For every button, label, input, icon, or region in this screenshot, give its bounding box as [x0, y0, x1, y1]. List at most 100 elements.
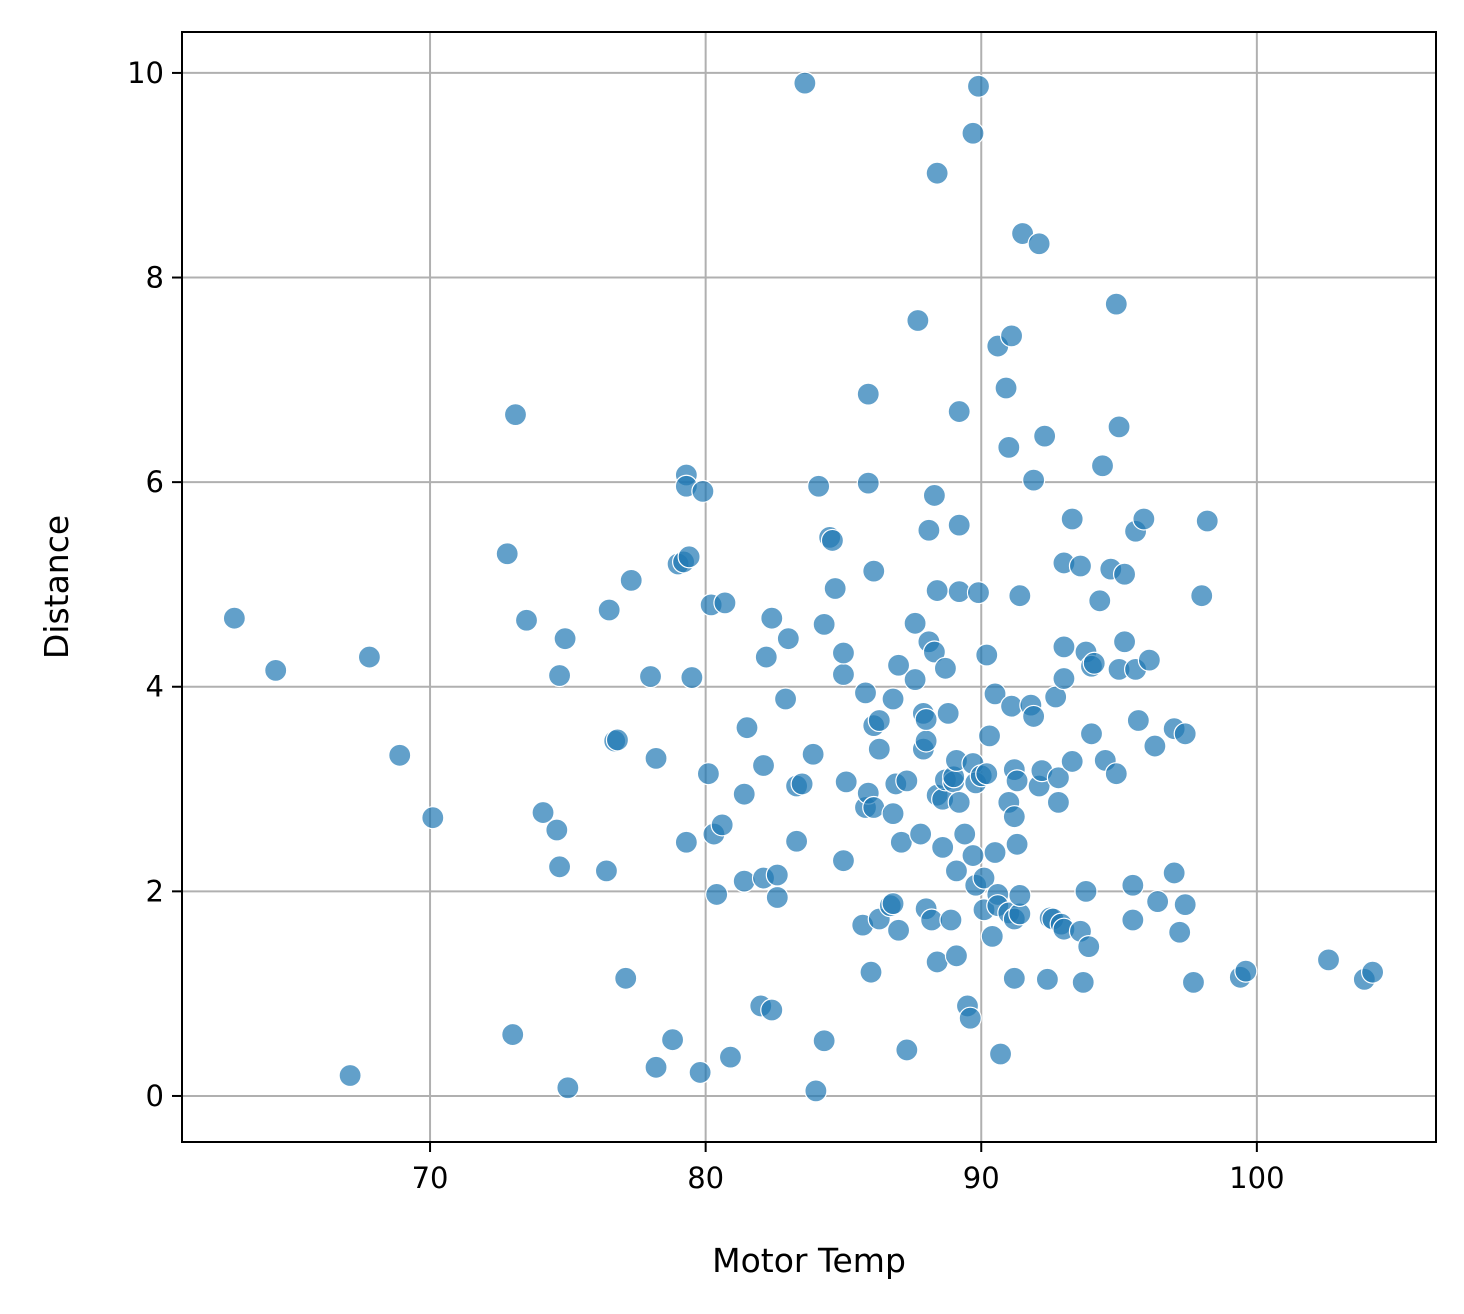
data-point — [867, 708, 891, 733]
data-point — [732, 782, 756, 806]
data-point — [823, 576, 847, 601]
data-point — [1052, 666, 1076, 691]
data-point — [807, 474, 831, 498]
data-point — [977, 724, 1002, 748]
data-point — [545, 818, 569, 842]
data-point — [1173, 893, 1197, 917]
data-point — [1316, 948, 1341, 972]
data-point — [972, 866, 996, 890]
data-point — [889, 830, 913, 854]
data-point — [1010, 221, 1035, 246]
data-point — [1143, 734, 1167, 758]
data-point — [597, 598, 621, 622]
data-point — [1234, 959, 1258, 983]
data-points — [222, 71, 1385, 1103]
data-point — [644, 1055, 668, 1079]
data-point — [867, 737, 891, 761]
data-point — [1088, 589, 1112, 613]
x-tick-label: 100 — [1229, 1161, 1284, 1195]
data-point — [983, 840, 1007, 865]
data-point — [501, 1022, 525, 1047]
data-point — [947, 580, 971, 604]
data-point — [1046, 766, 1071, 790]
data-point — [903, 611, 927, 635]
data-point — [931, 835, 955, 859]
data-point — [1137, 648, 1161, 672]
data-point — [831, 641, 856, 665]
data-point — [1112, 562, 1137, 586]
data-point — [614, 966, 638, 990]
data-point — [812, 1029, 836, 1053]
data-point — [1181, 970, 1206, 995]
data-point — [705, 882, 729, 907]
data-point — [1008, 584, 1032, 608]
data-point — [1071, 970, 1095, 995]
data-point — [1046, 790, 1071, 814]
data-point — [1008, 883, 1032, 908]
x-tick-label: 90 — [963, 1161, 1000, 1195]
data-point — [765, 863, 789, 887]
data-point — [1082, 651, 1106, 675]
data-point — [994, 376, 1018, 400]
data-point — [886, 653, 911, 677]
data-point — [1361, 960, 1385, 984]
data-point — [922, 640, 947, 664]
data-point — [801, 742, 825, 766]
data-point — [831, 849, 856, 873]
data-point — [886, 918, 911, 942]
data-point — [961, 121, 985, 145]
data-point — [760, 998, 784, 1022]
data-point — [1112, 630, 1137, 654]
data-point — [947, 513, 971, 537]
data-point — [1035, 967, 1059, 991]
data-point — [1104, 762, 1128, 786]
data-point — [1090, 454, 1115, 478]
data-point — [1002, 966, 1026, 990]
data-point — [997, 435, 1021, 459]
data-point — [421, 806, 445, 830]
data-point — [1022, 468, 1046, 492]
data-point — [975, 643, 999, 667]
data-point — [881, 892, 905, 916]
data-point — [980, 924, 1004, 948]
data-point — [1168, 920, 1192, 944]
data-point — [903, 667, 927, 692]
data-point — [1104, 292, 1128, 316]
data-point — [691, 479, 715, 503]
data-point — [1074, 879, 1098, 903]
data-point — [547, 855, 572, 879]
data-point — [514, 608, 539, 632]
data-point — [1068, 554, 1093, 578]
data-point — [264, 658, 288, 682]
data-point — [1121, 873, 1145, 897]
data-point — [966, 581, 991, 605]
data-point — [933, 656, 958, 680]
data-point — [644, 746, 668, 770]
data-point — [605, 728, 630, 752]
data-point — [1121, 908, 1145, 932]
data-point — [944, 859, 969, 883]
data-point — [939, 908, 963, 932]
data-point — [556, 1076, 580, 1100]
data-point — [925, 578, 949, 603]
data-point — [1079, 722, 1104, 746]
data-point — [718, 1045, 743, 1069]
data-point — [751, 753, 776, 778]
data-point — [975, 762, 999, 786]
data-point — [944, 944, 969, 968]
data-point — [495, 542, 519, 566]
data-point — [906, 308, 930, 333]
data-point — [961, 843, 985, 868]
data-point — [680, 665, 704, 690]
data-point — [999, 694, 1024, 718]
data-point — [793, 71, 817, 95]
data-point — [222, 606, 246, 630]
data-point — [881, 687, 905, 711]
data-point — [1132, 507, 1156, 531]
data-point — [1195, 509, 1219, 533]
data-point — [925, 161, 949, 185]
data-point — [947, 790, 971, 814]
data-point — [1027, 232, 1051, 256]
